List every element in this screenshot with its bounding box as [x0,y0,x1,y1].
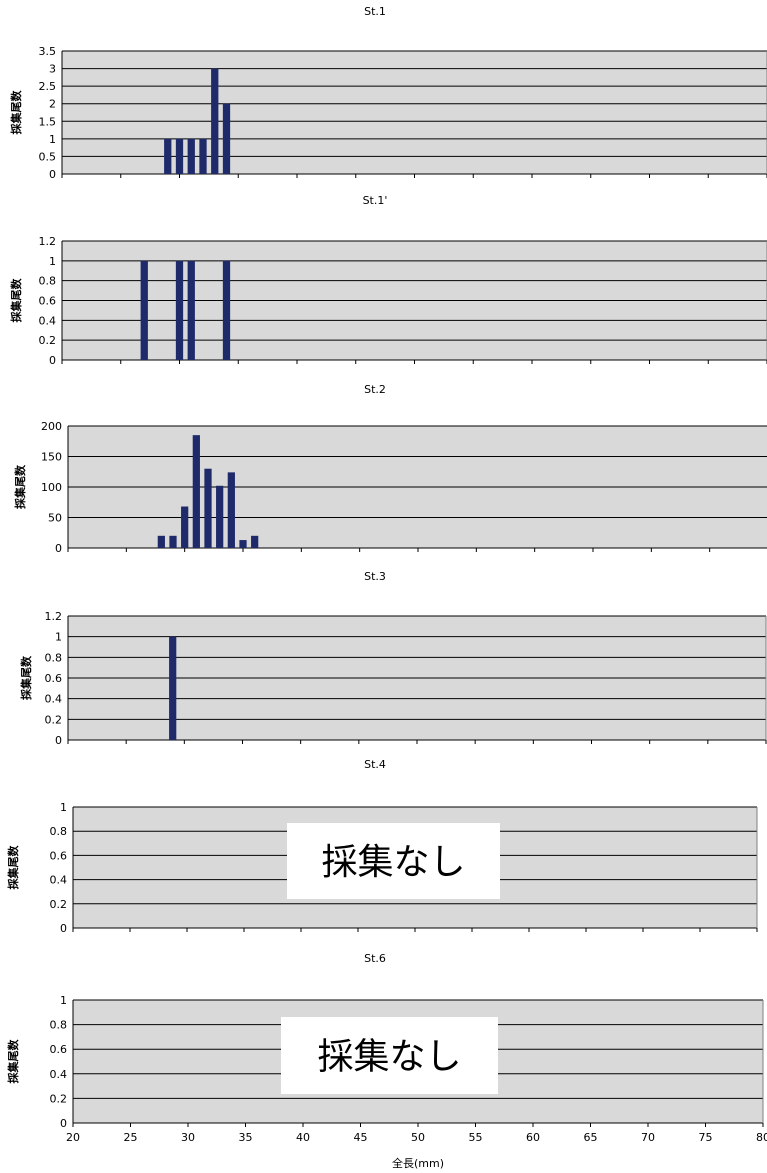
y-tick-label: 0 [55,542,62,555]
y-tick-label: 3.5 [39,45,57,58]
y-tick-label: 150 [41,451,62,464]
y-tick-label: 2.5 [39,80,57,93]
y-tick-label: 0.6 [50,1043,68,1056]
y-tick-label: 0 [49,168,56,181]
y-tick-label: 1 [60,994,67,1007]
no-catch-note: 採集なし [321,842,465,883]
y-tick-label: 0.4 [50,874,68,887]
y-tick-label: 0.2 [45,713,63,726]
y-tick-label: 0 [55,734,62,747]
chart-title: St.2 [364,383,386,396]
y-tick-label: 200 [41,420,62,433]
bar [211,68,219,174]
x-tick-label: 50 [411,1131,425,1144]
y-tick-label: 0.8 [39,275,57,288]
chart-title: St.3 [364,570,386,583]
y-tick-label: 0.6 [45,672,63,685]
x-tick-label: 60 [526,1131,540,1144]
chart-panel-4: St.3 0 0.2 0.4 0.6 0.8 1 1.2 採集尾数 [19,570,767,747]
bar [222,260,231,360]
chart-title: St.6 [364,952,386,965]
bar [157,535,165,548]
bar [175,260,184,360]
y-tick-label: 0.2 [39,334,57,347]
y-tick-label: 1.2 [39,235,57,248]
bar [181,506,189,548]
x-tick-label: 35 [239,1131,253,1144]
chart-panel-5: St.4 0 0.2 0.4 0.6 0.8 1 採集尾数 採集なし [6,758,758,935]
y-tick-label: 0 [60,922,67,935]
bar [227,472,235,548]
y-tick-label: 0.2 [50,1092,68,1105]
x-tick-label: 65 [584,1131,598,1144]
y-tick-label: 0.8 [45,651,63,664]
no-catch-note: 採集なし [317,1037,461,1078]
bar [204,468,212,548]
x-tick-label: 45 [354,1131,368,1144]
chart-panel-6: St.6 0 0.2 0.4 0.6 0.8 1 20 25 30 35 40 45 50 55 60 65 70… [6,952,767,1144]
chart-title: St.1 [364,5,386,18]
chart-panel-3: St.2 0 50 100 150 200 採集尾数 [13,383,767,555]
x-tick-label: 20 [66,1131,80,1144]
chart-title: St.1' [363,194,388,207]
x-tick-label: 25 [124,1131,138,1144]
bar [140,260,148,360]
y-tick-label: 0.4 [45,693,63,706]
bar [251,535,259,548]
y-axis-label: 採集尾数 [9,278,23,323]
chart-panel-2: St.1' 0 0.2 0.4 0.6 0.8 1 1.2 採集尾数 [9,194,767,367]
y-tick-label: 0.4 [39,314,57,327]
no-catch-box [287,823,500,899]
x-tick-label: 75 [699,1131,713,1144]
bar [175,138,184,174]
y-tick-label: 0.6 [39,295,57,308]
y-axis-label: 採集尾数 [6,1039,20,1084]
bar [192,435,200,548]
y-tick-label: 0.8 [50,1019,68,1032]
y-tick-label: 100 [41,481,62,494]
y-tick-label: 1 [49,255,56,268]
y-tick-label: 50 [48,512,62,525]
y-tick-label: 2 [49,98,56,111]
bar [239,540,247,548]
y-tick-label: 0.4 [50,1068,68,1081]
bar [187,260,195,360]
x-tick-label: 55 [469,1131,483,1144]
x-tick-label: 70 [641,1131,655,1144]
x-tick-label: 30 [181,1131,195,1144]
y-axis-label: 採集尾数 [19,655,33,700]
y-axis-label: 採集尾数 [9,90,23,135]
y-tick-label: 0.5 [39,150,57,163]
x-tick-label: 40 [296,1131,310,1144]
y-tick-label: 1.2 [45,610,63,623]
bar [164,138,172,174]
y-tick-label: 1 [60,801,67,814]
y-axis-label: 採集尾数 [13,464,27,509]
no-catch-box [281,1017,498,1094]
y-tick-label: 0 [49,354,56,367]
x-axis-label: 全長(mm) [392,1156,444,1170]
y-tick-label: 1.5 [39,115,57,128]
y-tick-label: 0.8 [50,825,68,838]
y-tick-label: 0 [60,1117,67,1130]
x-tick-label: 80 [756,1131,767,1144]
bar [222,103,231,174]
bar [187,138,195,174]
chart-title: St.4 [364,758,386,771]
bar [216,485,224,548]
y-tick-label: 1 [55,631,62,644]
y-tick-label: 0.6 [50,849,68,862]
y-tick-label: 1 [49,133,56,146]
chart-panel-1: St.1 0 0.5 1 1.5 2 2.5 3 3.5 採集尾数 [9,5,767,181]
bar [169,535,177,548]
y-tick-label: 3 [49,63,56,76]
bar [169,636,177,740]
y-axis-label: 採集尾数 [6,845,20,890]
y-tick-label: 0.2 [50,898,68,911]
bar [199,138,207,174]
